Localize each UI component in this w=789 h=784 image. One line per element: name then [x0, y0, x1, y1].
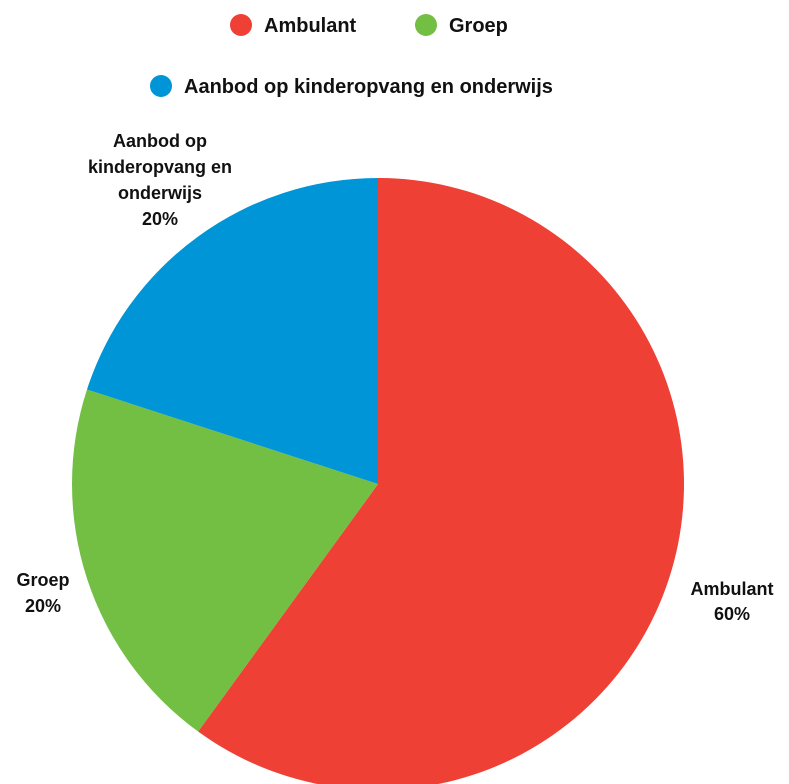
legend-swatch-ambulant [230, 14, 252, 36]
pie-slice-groep[interactable] [72, 389, 378, 732]
legend-label-aanbod: Aanbod op kinderopvang en onderwijs [184, 76, 553, 98]
pie-data-labels: Ambulant 60% Groep 20% Aanbod op kindero… [16, 131, 773, 624]
legend-label-ambulant: Ambulant [264, 15, 357, 37]
pie-slice-ambulant[interactable] [198, 178, 684, 784]
chart-legend: Ambulant Groep Aanbod op kinderopvang en… [150, 14, 553, 98]
legend-label-groep: Groep [449, 15, 508, 37]
data-label-aanbod-line-1: Aanbod op [113, 131, 207, 151]
pie-slice-aanbod[interactable] [86, 178, 378, 484]
data-label-groep-name: Groep [16, 570, 69, 590]
legend-item-aanbod[interactable]: Aanbod op kinderopvang en onderwijs [150, 75, 553, 98]
data-label-aanbod-line-2: kinderopvang en [88, 157, 232, 177]
data-label-ambulant-value: 60% [714, 604, 750, 624]
legend-item-ambulant[interactable]: Ambulant [230, 14, 357, 37]
legend-item-groep[interactable]: Groep [415, 14, 508, 37]
data-label-aanbod-line-3: onderwijs [118, 183, 202, 203]
legend-swatch-aanbod [150, 75, 172, 97]
data-label-aanbod-value: 20% [142, 209, 178, 229]
pie-slices [72, 178, 684, 784]
data-label-ambulant-name: Ambulant [691, 579, 774, 599]
legend-swatch-groep [415, 14, 437, 36]
data-label-groep-value: 20% [25, 596, 61, 616]
